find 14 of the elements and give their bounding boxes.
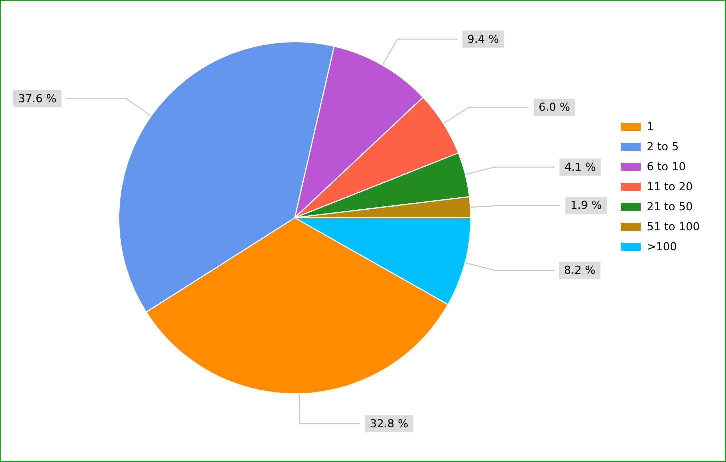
legend-label: 11 to 20 xyxy=(646,180,694,194)
legend-label: 6 to 10 xyxy=(646,160,686,174)
legend-label: 21 to 50 xyxy=(646,200,694,214)
data-label: 6.0 % xyxy=(538,101,570,114)
data-label: 32.8 % xyxy=(370,417,409,430)
data-label: 9.4 % xyxy=(468,32,500,46)
data-label: 8.2 % xyxy=(564,264,596,277)
legend-label: 1 xyxy=(646,120,654,134)
data-label: 4.1 % xyxy=(564,160,596,174)
legend-label: 2 to 5 xyxy=(646,140,680,154)
legend-label: 51 to 100 xyxy=(646,220,700,234)
data-label: 37.6 % xyxy=(18,92,57,106)
data-label: 1.9 % xyxy=(570,199,602,212)
legend-label: >100 xyxy=(646,240,678,254)
